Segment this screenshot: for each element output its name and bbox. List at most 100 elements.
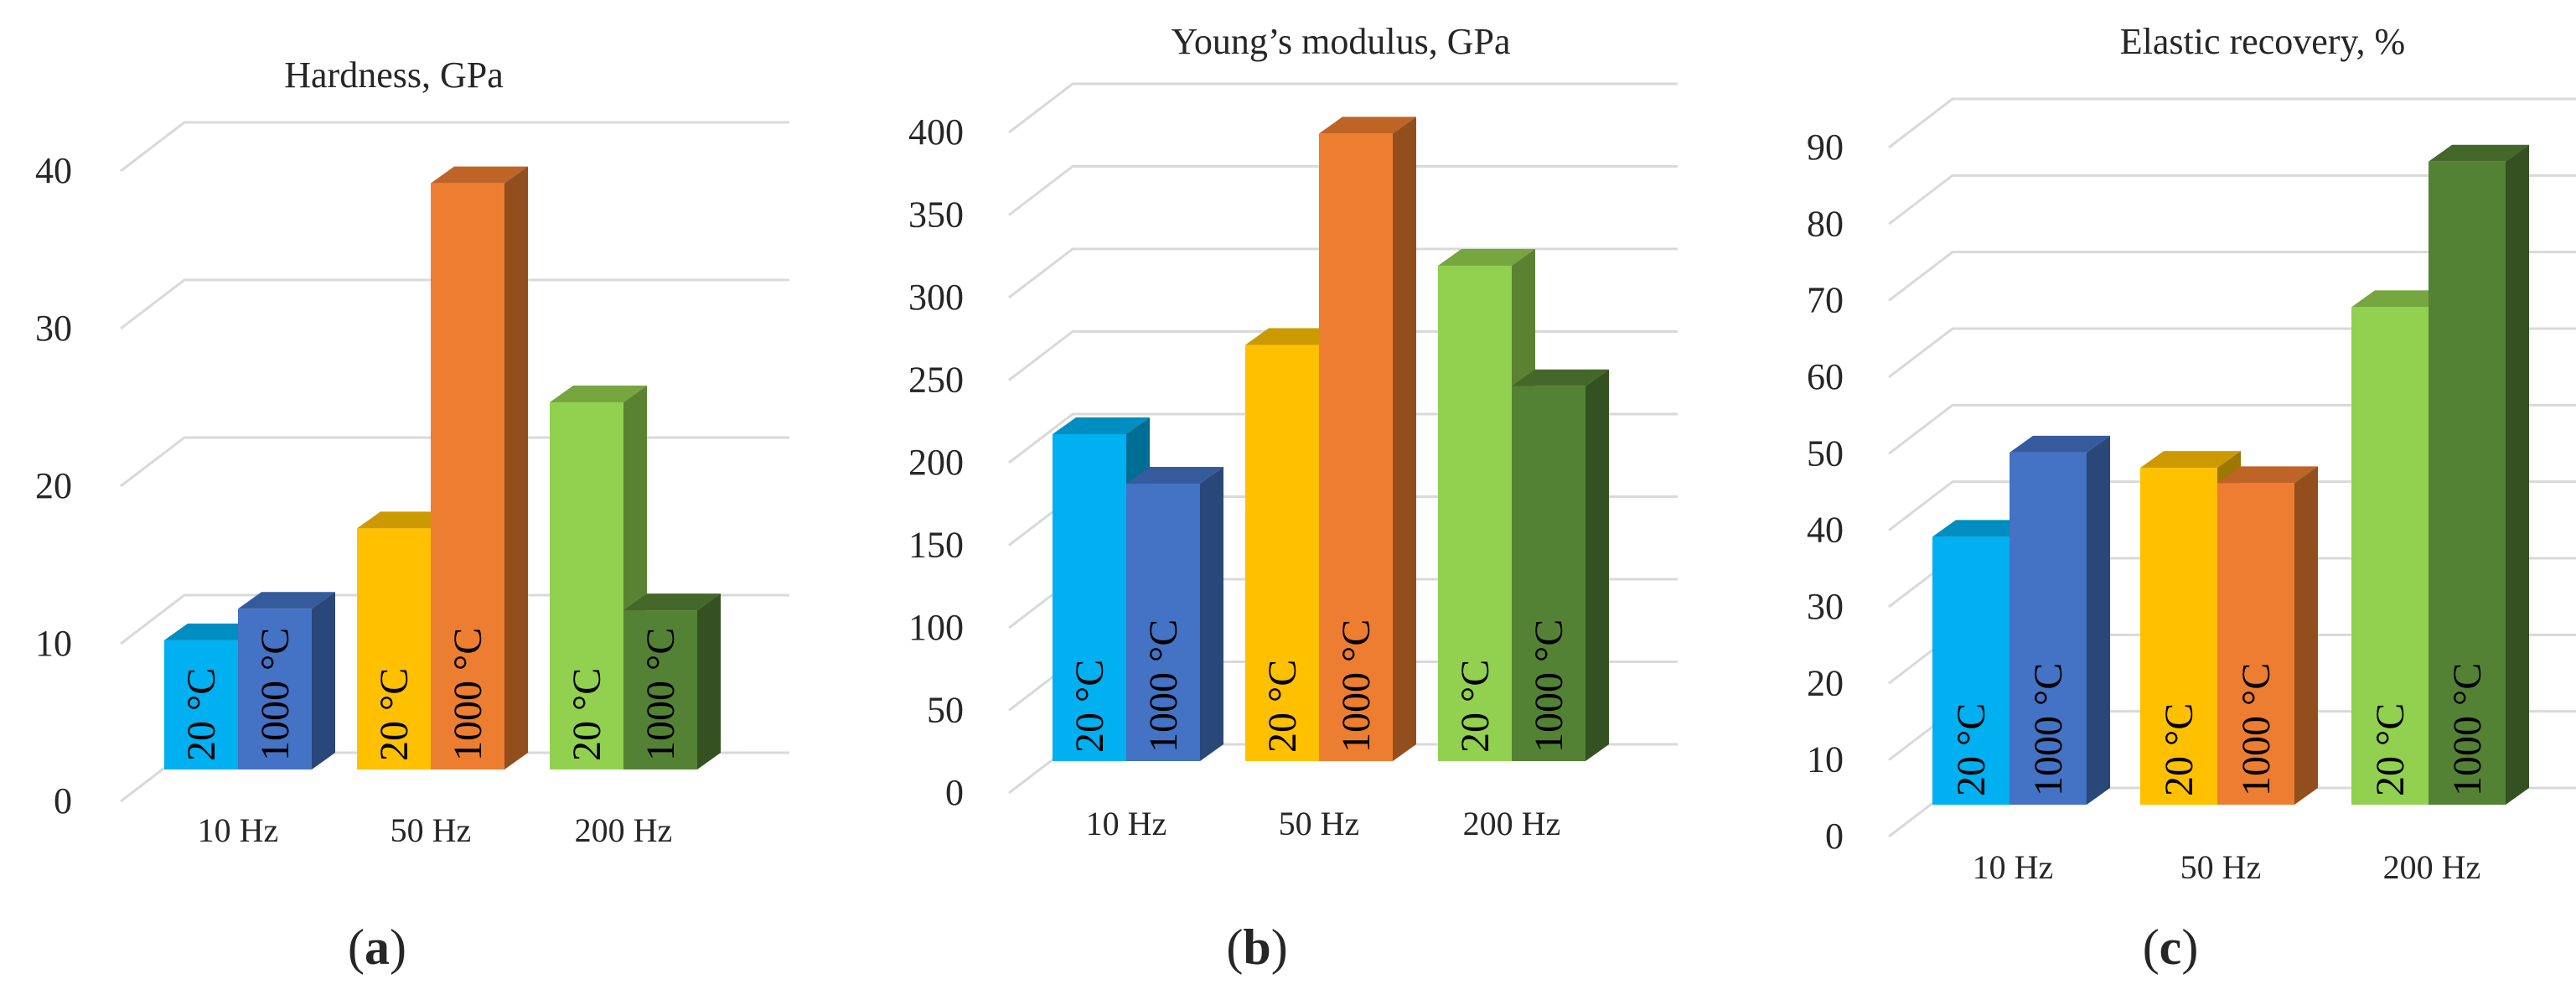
bar-top-face [2217, 466, 2318, 484]
panel-caption: (c) [2143, 920, 2199, 975]
bar-top-face [2429, 144, 2529, 162]
bar-side-face [312, 592, 335, 769]
bar [623, 593, 721, 769]
bar-front-face [550, 402, 623, 769]
bar-top-face [357, 511, 454, 529]
bar-front-face [2010, 452, 2087, 805]
y-tick-label: 30 [35, 308, 72, 349]
bar-side-face [2087, 435, 2110, 805]
bar-front-face [623, 610, 697, 769]
bar-label: 1000 °C [253, 628, 297, 761]
bar-label: 20 °C [1949, 703, 1994, 796]
chart-panel-youngs-modulus: 0 50 100 150 200 250 300 350 400 Young’s modulus,… [908, 21, 1678, 975]
y-tick-label: 30 [1807, 586, 1844, 627]
y-tick-label: 20 [35, 465, 72, 506]
bar-front-face [1932, 536, 2010, 805]
x-category-label: 200 Hz [1463, 805, 1561, 842]
bar-top-face [2140, 451, 2241, 469]
bar-top-face [2010, 435, 2110, 453]
x-category-label: 50 Hz [2180, 848, 2262, 886]
bar-top-face [1932, 520, 2033, 537]
bar-top-face [1245, 328, 1342, 345]
y-tick-label: 40 [1807, 510, 1844, 551]
gridline [1008, 82, 1678, 134]
bar-side-face [504, 166, 528, 769]
bar-top-face [623, 593, 721, 611]
bar-front-face [2429, 161, 2506, 806]
bar [1512, 369, 1609, 761]
bar-front-face [2351, 307, 2429, 805]
bar-label: 20 °C [372, 668, 416, 761]
bar-side-face [1200, 467, 1223, 761]
x-category-label: 10 Hz [198, 811, 279, 849]
bar [238, 592, 335, 769]
bar [2217, 466, 2318, 805]
y-tick-label: 90 [1807, 127, 1844, 168]
y-tick-label: 0 [54, 780, 72, 821]
bar-top-face [238, 592, 335, 609]
bar [1319, 117, 1416, 761]
x-category-label: 50 Hz [391, 811, 472, 849]
gridline [1888, 251, 2576, 302]
y-tick-label: 10 [1807, 739, 1844, 780]
chart-panel-elastic-recovery: 0 10 20 30 40 50 60 70 80 90 Elastic recovery, % 20… [1807, 21, 2576, 975]
y-tick-label: 100 [908, 607, 964, 648]
panel-caption: (b) [1226, 920, 1287, 975]
y-tick-label: 0 [1825, 816, 1844, 857]
bar-front-face [238, 609, 312, 769]
gridline [1008, 165, 1678, 216]
bar-label: 1000 °C [1141, 619, 1186, 753]
bar-front-face [2217, 483, 2294, 805]
x-category-label: 10 Hz [1086, 805, 1167, 842]
gridline [120, 121, 789, 173]
chart-title: Young’s modulus, GPa [1171, 21, 1510, 62]
bar-label: 20 °C [1260, 660, 1305, 753]
x-category-label: 10 Hz [1973, 848, 2054, 886]
bar-label: 1000 °C [1334, 619, 1379, 753]
y-tick-label: 50 [927, 690, 964, 731]
bar-label: 20 °C [2157, 703, 2201, 796]
chart-title: Hardness, GPa [284, 54, 504, 96]
bar-label: 20 °C [1068, 660, 1112, 753]
bar-label: 1000 °C [2445, 663, 2490, 796]
bar-top-face [1512, 369, 1609, 386]
bar-front-face [2140, 468, 2217, 805]
chart-panel-hardness: 0 10 20 30 40 Hardness, GPa 20 °C 1000 °C 10 Hz 2… [35, 54, 789, 975]
y-tick-label: 60 [1807, 356, 1844, 397]
chart-title: Elastic recovery, % [2120, 21, 2405, 62]
bar-label: 1000 °C [446, 628, 490, 761]
y-tick-label: 70 [1807, 280, 1844, 321]
bar-label: 1000 °C [2026, 663, 2071, 796]
x-category-label: 50 Hz [1279, 805, 1360, 842]
bar [2429, 144, 2529, 806]
bar-side-face [2294, 466, 2318, 805]
y-tick-label: 10 [35, 623, 72, 664]
bar-side-face [1393, 117, 1416, 761]
gridline [1888, 174, 2576, 225]
y-tick-label: 50 [1807, 433, 1844, 474]
bar-top-face [1319, 117, 1416, 134]
y-tick-label: 400 [908, 111, 964, 153]
bar-front-face [1126, 484, 1200, 761]
bar-side-face [2506, 144, 2529, 806]
y-tick-label: 80 [1807, 203, 1844, 244]
bar-front-face [431, 183, 504, 769]
x-category-label: 200 Hz [2383, 848, 2481, 886]
gridline [120, 278, 789, 330]
bar-label: 1000 °C [2234, 663, 2279, 796]
y-tick-label: 40 [35, 150, 72, 191]
y-tick-label: 300 [908, 277, 964, 318]
bar [431, 166, 528, 769]
y-tick-label: 20 [1807, 662, 1844, 703]
bar-top-face [431, 166, 528, 184]
bar-side-face [697, 593, 721, 769]
y-tick-label: 0 [945, 772, 964, 813]
bar-front-face [1053, 433, 1126, 761]
bar-top-face [1438, 249, 1535, 266]
bar-label: 20 °C [179, 668, 224, 761]
bar-label: 20 °C [565, 668, 609, 761]
bar-top-face [1126, 467, 1223, 484]
bar-front-face [164, 640, 238, 769]
bar-top-face [1053, 417, 1150, 434]
